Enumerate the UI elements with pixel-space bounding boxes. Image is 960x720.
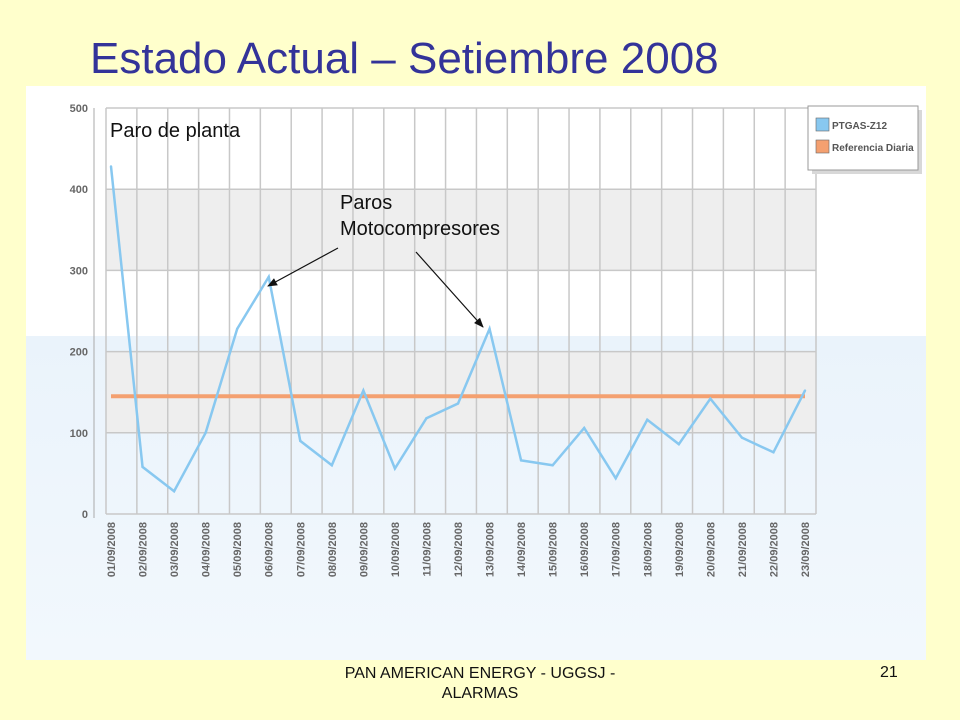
x-tick-label: 18/09/2008 xyxy=(642,522,654,577)
data-point xyxy=(141,465,144,469)
x-tick-label: 08/09/2008 xyxy=(327,522,339,577)
legend-box xyxy=(807,105,919,171)
slide-title: Estado Actual – Setiembre 2008 xyxy=(90,34,719,83)
x-tick-label: 21/09/2008 xyxy=(737,522,749,577)
annotation-line-1: Paros xyxy=(340,192,393,214)
y-tick-label: 100 xyxy=(70,428,88,440)
x-tick-label: 13/09/2008 xyxy=(485,522,497,577)
x-tick-label: 23/09/2008 xyxy=(800,522,812,577)
x-tick-label: 14/09/2008 xyxy=(516,522,528,577)
x-tick-label: 01/09/2008 xyxy=(106,522,118,577)
data-point xyxy=(362,389,365,392)
page-number: 21 xyxy=(880,664,898,681)
y-tick-label: 200 xyxy=(70,347,88,359)
x-tick-label: 12/09/2008 xyxy=(453,522,465,577)
slide-footer: PAN AMERICAN ENERGY - UGGSJ - ALARMAS xyxy=(344,665,616,702)
x-tick-label: 03/09/2008 xyxy=(169,522,181,577)
x-tick-label: 16/09/2008 xyxy=(579,522,591,577)
annotation-paro-planta: Paro de planta xyxy=(110,120,241,142)
y-tick-label: 300 xyxy=(70,265,88,277)
x-tick-label: 10/09/2008 xyxy=(390,522,402,577)
x-tick-label: 15/09/2008 xyxy=(548,522,560,577)
data-point xyxy=(646,418,649,422)
data-point xyxy=(519,459,523,462)
data-point xyxy=(299,439,302,443)
y-tick-label: 400 xyxy=(70,184,88,196)
legend-label: PTGAS-Z12 xyxy=(832,121,887,132)
x-tick-label: 09/09/2008 xyxy=(358,522,370,577)
data-point xyxy=(204,431,207,434)
annotation-paros-motocompresores: Paros Motocompresores xyxy=(340,190,500,242)
x-tick-label: 20/09/2008 xyxy=(705,522,717,577)
data-point xyxy=(330,464,334,467)
arrow-to-13-09 xyxy=(415,251,484,328)
grid-band xyxy=(106,351,816,433)
data-point xyxy=(772,451,775,454)
annotation-line-2: Motocompresores xyxy=(340,218,501,240)
data-point xyxy=(109,165,113,168)
data-point xyxy=(740,436,744,439)
grid-band xyxy=(106,189,816,271)
data-point xyxy=(172,490,176,493)
data-point xyxy=(677,442,681,446)
x-tick-label: 19/09/2008 xyxy=(674,522,686,577)
chart-container: 0 100 200 300 400 500 01/09/2008 02/09/2008 03/… xyxy=(26,86,926,660)
x-tick-label: 02/09/2008 xyxy=(138,522,150,577)
x-tick-label: 05/09/2008 xyxy=(232,522,244,577)
data-point xyxy=(803,389,807,392)
x-tick-label: 22/09/2008 xyxy=(768,522,780,577)
arrow-to-06-09 xyxy=(267,247,339,287)
data-point xyxy=(393,467,397,470)
data-point xyxy=(488,327,491,331)
data-point xyxy=(709,397,712,400)
x-tick-label: 04/09/2008 xyxy=(201,522,213,577)
y-tick-label: 500 xyxy=(70,103,88,115)
data-point xyxy=(267,275,270,279)
data-point xyxy=(582,426,586,430)
legend-label: Referencia Diaria xyxy=(832,143,914,154)
line-chart: 0 100 200 300 400 500 01/09/2008 02/09/2008 03/… xyxy=(70,103,922,577)
data-point xyxy=(235,327,239,331)
x-tick-label: 07/09/2008 xyxy=(295,522,307,577)
x-tick-label: 06/09/2008 xyxy=(264,522,276,577)
data-point xyxy=(614,477,617,480)
data-point xyxy=(425,416,428,420)
legend-swatch xyxy=(815,139,830,154)
x-tick-label: 11/09/2008 xyxy=(421,522,433,576)
legend-swatch xyxy=(815,117,830,132)
data-point xyxy=(551,464,554,467)
data-point xyxy=(456,402,460,405)
y-tick-label: 0 xyxy=(82,509,88,521)
x-tick-label: 17/09/2008 xyxy=(611,522,623,577)
